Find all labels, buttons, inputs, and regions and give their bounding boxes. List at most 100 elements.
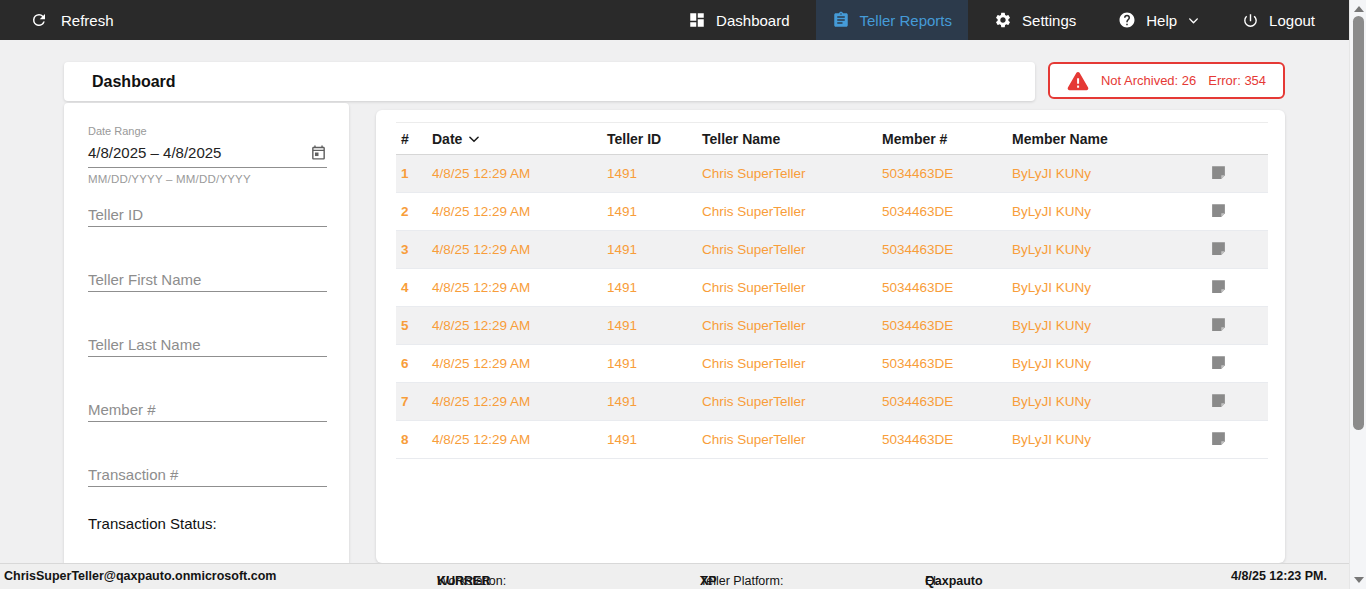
col-header-date[interactable]: Date: [427, 123, 602, 155]
transaction-number-input[interactable]: [88, 463, 327, 487]
note-icon[interactable]: [1210, 392, 1227, 409]
row-date: 4/8/25 12:29 AM: [427, 345, 602, 383]
col-header-teller-id: Teller ID: [602, 123, 697, 155]
nav-item-label: Dashboard: [716, 12, 789, 29]
row-teller-id: 1491: [602, 193, 697, 231]
row-member-number: 5034463DE: [877, 193, 1007, 231]
table-row[interactable]: 5 4/8/25 12:29 AM 1491 Chris SuperTeller…: [396, 307, 1268, 345]
power-icon: [1242, 12, 1259, 29]
row-teller-name: Chris SuperTeller: [697, 383, 877, 421]
row-member-number: 5034463DE: [877, 421, 1007, 459]
dashboard-icon: [688, 11, 706, 29]
row-teller-id: 1491: [602, 231, 697, 269]
teller-first-name-input[interactable]: [88, 268, 327, 292]
page-header: Dashboard: [64, 62, 1035, 101]
nav-item-help[interactable]: Help: [1102, 0, 1216, 40]
table-row[interactable]: 2 4/8/25 12:29 AM 1491 Chris SuperTeller…: [396, 193, 1268, 231]
row-member-name: ByLyJI KUNy: [1007, 193, 1195, 231]
nav-item-settings[interactable]: Settings: [978, 0, 1092, 40]
member-number-input[interactable]: [88, 398, 327, 422]
calendar-icon[interactable]: [310, 144, 327, 161]
row-teller-id: 1491: [602, 421, 697, 459]
vertical-scrollbar[interactable]: [1349, 0, 1366, 589]
row-member-name: ByLyJI KUNy: [1007, 307, 1195, 345]
warning-icon: [1067, 71, 1089, 91]
date-range-field[interactable]: 4/8/2025 – 4/8/2025: [88, 144, 327, 168]
workstation-value: KURRER: [437, 574, 490, 588]
row-number: 5: [396, 307, 427, 345]
row-teller-id: 1491: [602, 345, 697, 383]
row-teller-name: Chris SuperTeller: [697, 345, 877, 383]
note-icon[interactable]: [1210, 430, 1227, 447]
nav-item-label: Logout: [1269, 12, 1315, 29]
refresh-icon: [30, 11, 48, 29]
nav-menu: Dashboard Teller Reports Settings Help: [672, 0, 1331, 40]
row-number: 2: [396, 193, 427, 231]
row-member-name: ByLyJI KUNy: [1007, 345, 1195, 383]
row-member-name: ByLyJI KUNy: [1007, 383, 1195, 421]
scroll-up-arrow[interactable]: [1354, 6, 1364, 12]
note-icon[interactable]: [1210, 164, 1227, 181]
table-row[interactable]: 3 4/8/25 12:29 AM 1491 Chris SuperTeller…: [396, 231, 1268, 269]
nav-item-teller-reports[interactable]: Teller Reports: [816, 0, 969, 40]
nav-item-label: Help: [1146, 12, 1177, 29]
table-row[interactable]: 6 4/8/25 12:29 AM 1491 Chris SuperTeller…: [396, 345, 1268, 383]
row-date: 4/8/25 12:29 AM: [427, 307, 602, 345]
col-header-actions: [1195, 123, 1268, 155]
row-teller-id: 1491: [602, 155, 697, 193]
page-title: Dashboard: [92, 73, 176, 91]
row-teller-name: Chris SuperTeller: [697, 421, 877, 459]
archive-status-badge: Not Archived: 26 Error: 354: [1048, 62, 1285, 99]
row-member-number: 5034463DE: [877, 155, 1007, 193]
table-row[interactable]: 1 4/8/25 12:29 AM 1491 Chris SuperTeller…: [396, 155, 1268, 193]
refresh-label: Refresh: [61, 12, 114, 29]
teller-id-input[interactable]: [88, 203, 327, 227]
col-header-teller-name: Teller Name: [697, 123, 877, 155]
row-teller-name: Chris SuperTeller: [697, 307, 877, 345]
row-member-number: 5034463DE: [877, 345, 1007, 383]
chevron-down-icon: [1187, 14, 1200, 27]
sort-desc-icon: [467, 132, 481, 146]
row-number: 4: [396, 269, 427, 307]
report-table-card: # Date Teller ID Teller Name Member # Me…: [376, 110, 1285, 563]
row-date: 4/8/25 12:29 AM: [427, 193, 602, 231]
note-icon[interactable]: [1210, 240, 1227, 257]
gear-icon: [994, 11, 1012, 29]
table-row[interactable]: 8 4/8/25 12:29 AM 1491 Chris SuperTeller…: [396, 421, 1268, 459]
row-member-name: ByLyJI KUNy: [1007, 231, 1195, 269]
fi-value: Qaxpauto: [925, 574, 983, 588]
top-navbar: Refresh Dashboard Teller Reports Setting…: [0, 0, 1349, 40]
table-row[interactable]: 7 4/8/25 12:29 AM 1491 Chris SuperTeller…: [396, 383, 1268, 421]
platform-value: XP: [700, 574, 717, 588]
row-member-name: ByLyJI KUNy: [1007, 155, 1195, 193]
row-date: 4/8/25 12:29 AM: [427, 421, 602, 459]
teller-last-name-input[interactable]: [88, 333, 327, 357]
scrollbar-thumb[interactable]: [1353, 16, 1364, 430]
nav-item-label: Settings: [1022, 12, 1076, 29]
note-icon[interactable]: [1210, 202, 1227, 219]
row-teller-name: Chris SuperTeller: [697, 155, 877, 193]
row-number: 7: [396, 383, 427, 421]
transaction-status-label: Transaction Status:: [88, 515, 327, 532]
clipboard-icon: [832, 11, 850, 29]
note-icon[interactable]: [1210, 354, 1227, 371]
nav-item-logout[interactable]: Logout: [1226, 0, 1331, 40]
row-teller-id: 1491: [602, 383, 697, 421]
row-number: 1: [396, 155, 427, 193]
row-member-number: 5034463DE: [877, 383, 1007, 421]
row-date: 4/8/25 12:29 AM: [427, 269, 602, 307]
scroll-down-arrow[interactable]: [1354, 577, 1364, 583]
date-format-hint: MM/DD/YYYY – MM/DD/YYYY: [88, 173, 327, 185]
status-bar: ChrisSuperTeller@qaxpauto.onmicrosoft.co…: [0, 563, 1349, 589]
note-icon[interactable]: [1210, 316, 1227, 333]
report-table: # Date Teller ID Teller Name Member # Me…: [396, 122, 1268, 459]
col-header-member-name: Member Name: [1007, 123, 1195, 155]
row-number: 3: [396, 231, 427, 269]
table-row[interactable]: 4 4/8/25 12:29 AM 1491 Chris SuperTeller…: [396, 269, 1268, 307]
note-icon[interactable]: [1210, 278, 1227, 295]
row-number: 6: [396, 345, 427, 383]
row-teller-id: 1491: [602, 269, 697, 307]
nav-item-dashboard[interactable]: Dashboard: [672, 0, 805, 40]
filters-panel: Date Range 4/8/2025 – 4/8/2025 MM/DD/YYY…: [64, 103, 349, 563]
refresh-button[interactable]: Refresh: [30, 11, 114, 29]
